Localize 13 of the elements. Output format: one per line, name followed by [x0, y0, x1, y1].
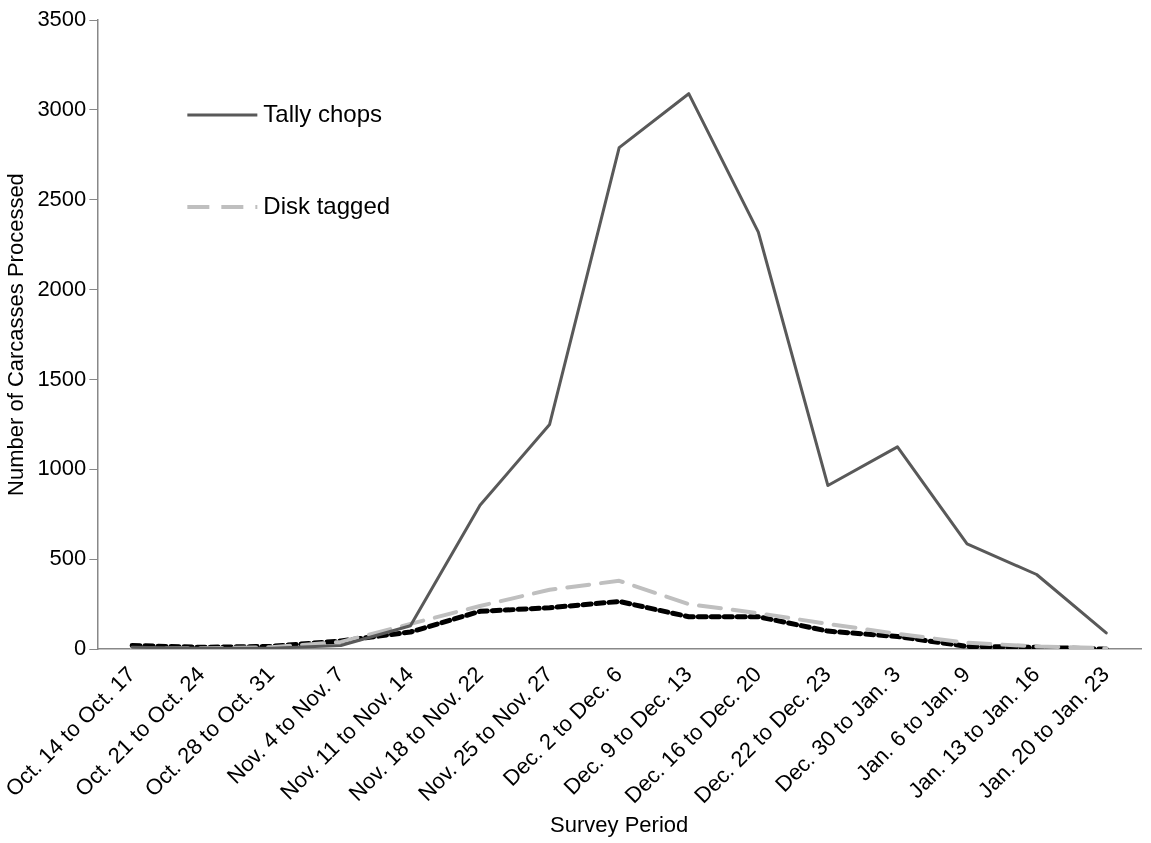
y-tick-label: 0 [74, 635, 87, 661]
legend-label: Disk tagged [263, 191, 391, 219]
line-series [130, 578, 1109, 650]
y-tick-label: 2000 [37, 275, 87, 301]
legend-label: Tally chops [263, 99, 383, 127]
y-tick-label: 1000 [37, 455, 87, 481]
y-tick-label: 3500 [37, 6, 87, 32]
y-axis-title: Number of Carcasses Processed [3, 173, 29, 496]
y-tick-label: 2500 [37, 185, 87, 211]
y-tick-label: 1500 [37, 365, 87, 391]
x-axis-title: Survey Period [550, 811, 689, 837]
y-tick-label: 500 [49, 545, 87, 571]
y-tick-label: 3000 [37, 95, 87, 121]
